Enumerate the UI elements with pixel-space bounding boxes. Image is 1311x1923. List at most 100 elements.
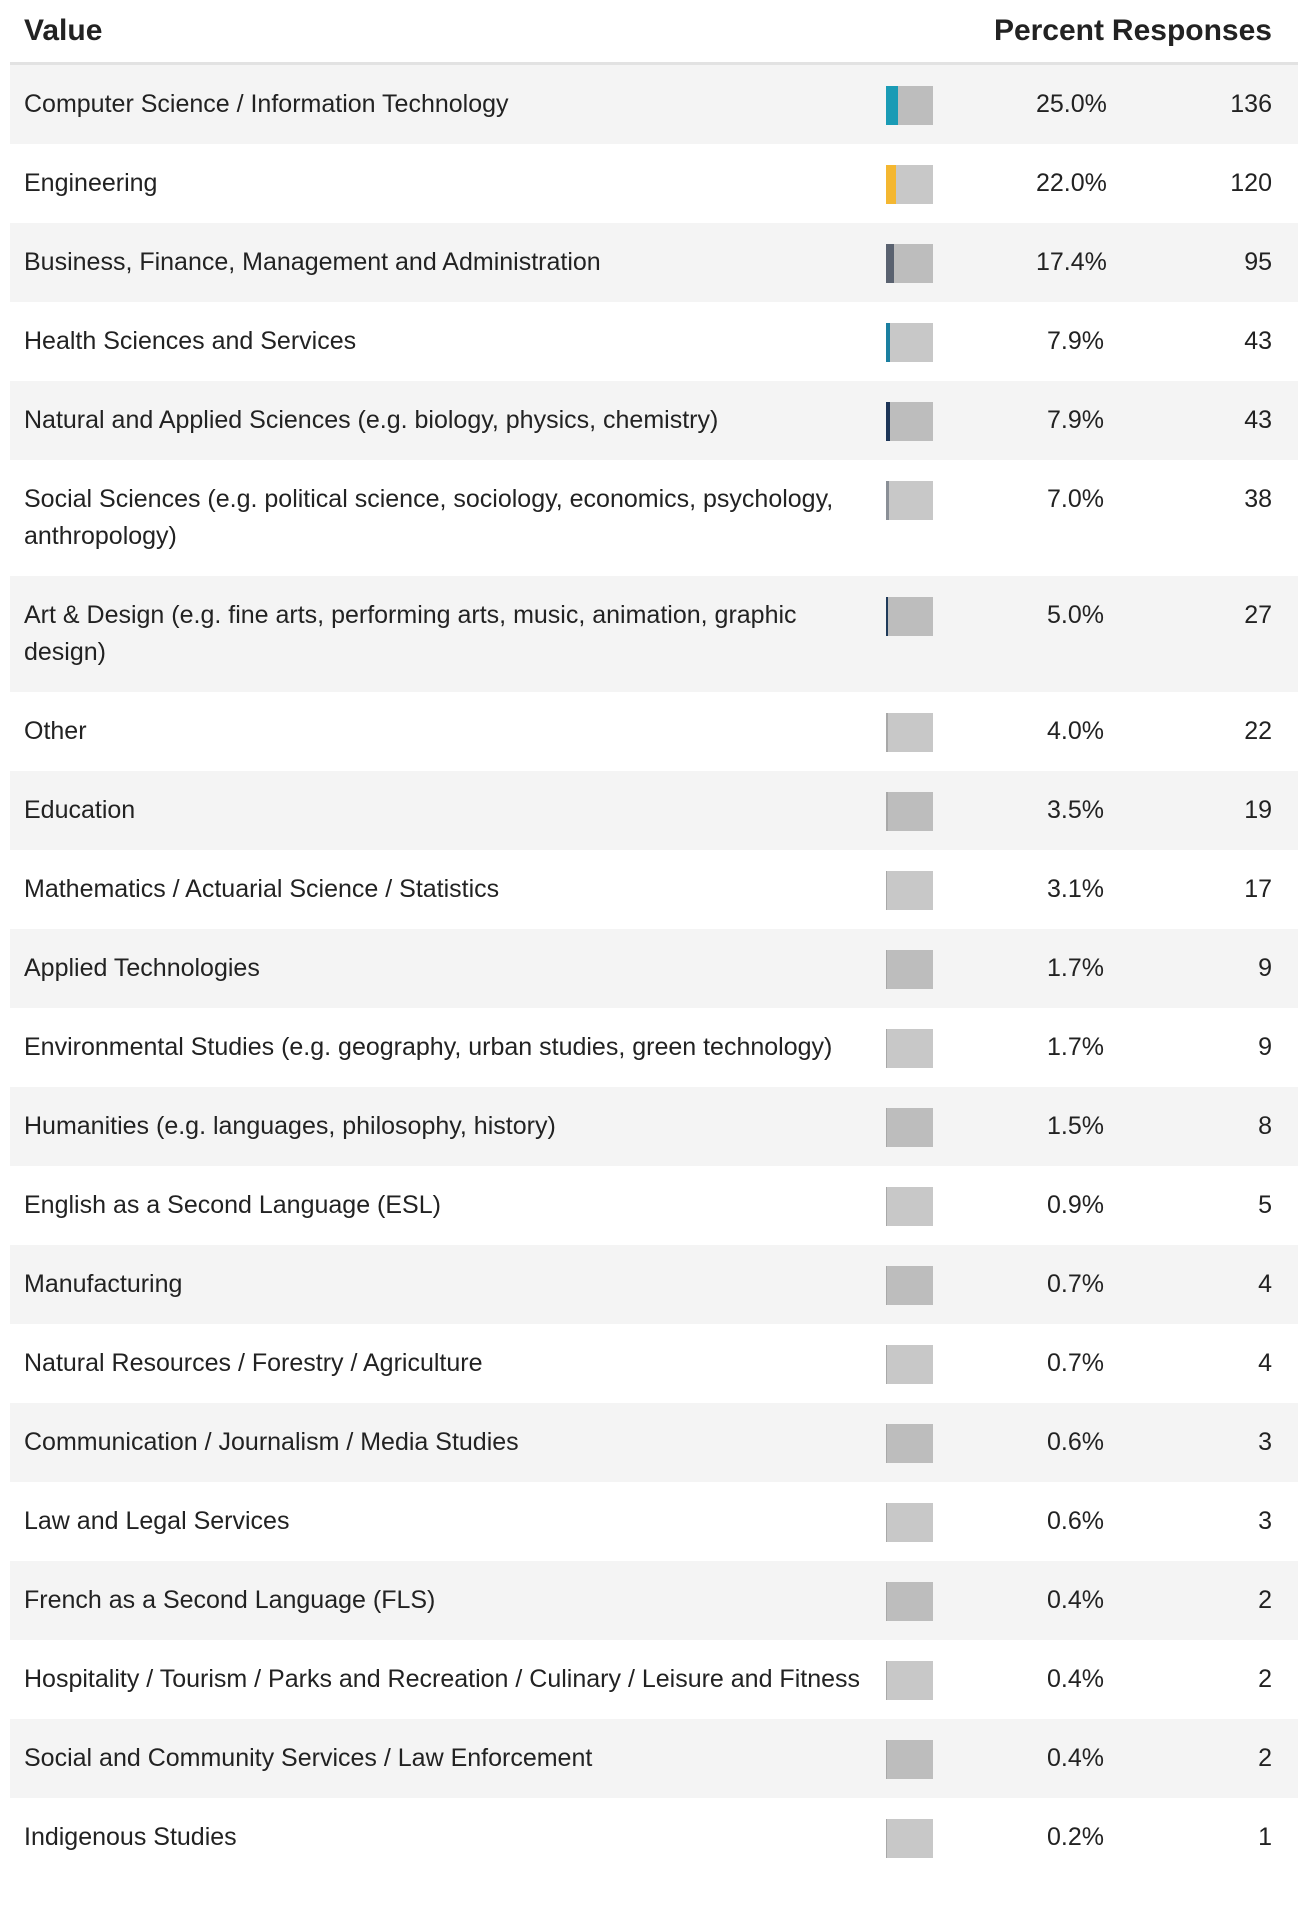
bar-cell [886, 1819, 1036, 1858]
bar-cell [886, 1266, 1036, 1305]
row-label: Other [24, 717, 87, 745]
row-percent: 0.6% [1047, 1428, 1104, 1456]
row-responses: 4 [1258, 1349, 1272, 1377]
table-row: Social and Community Services / Law Enfo… [10, 1719, 1298, 1798]
bar-cell [886, 1661, 1036, 1700]
row-percent: 25.0% [1036, 90, 1107, 118]
bar-track [886, 86, 933, 125]
table-row: Social Sciences (e.g. political science,… [10, 460, 1298, 576]
table-row: Other 4.0% 22 [10, 692, 1298, 771]
row-label: Health Sciences and Services [24, 327, 357, 355]
bar-fill [886, 402, 890, 441]
bar-cell [886, 402, 1036, 441]
bar-fill [886, 792, 888, 831]
bar-cell [886, 597, 1036, 636]
table-row: Hospitality / Tourism / Parks and Recrea… [10, 1640, 1298, 1719]
bar-track [886, 792, 933, 831]
row-responses: 3 [1258, 1507, 1272, 1535]
bar-cell [886, 1503, 1036, 1542]
bar-track [886, 244, 933, 283]
results-table: Value Percent Responses Computer Science… [10, 0, 1298, 1877]
row-percent: 0.4% [1047, 1586, 1104, 1614]
bar-track [886, 1740, 933, 1779]
table-row: Environmental Studies (e.g. geography, u… [10, 1008, 1298, 1087]
header-value: Value [24, 14, 103, 47]
bar-track [886, 713, 933, 752]
row-responses: 43 [1244, 406, 1272, 434]
bar-track [886, 950, 933, 989]
bar-cell [886, 1582, 1036, 1621]
table-row: Applied Technologies 1.7% 9 [10, 929, 1298, 1008]
row-responses: 2 [1258, 1586, 1272, 1614]
row-responses: 4 [1258, 1270, 1272, 1298]
bar-fill [886, 165, 897, 204]
table-header: Value Percent Responses [10, 0, 1298, 65]
row-responses: 1 [1258, 1823, 1272, 1851]
row-responses: 38 [1244, 485, 1272, 513]
table-row: Indigenous Studies 0.2% 1 [10, 1798, 1298, 1877]
row-label: French as a Second Language (FLS) [24, 1586, 436, 1614]
bar-cell [886, 165, 1036, 204]
row-label: Communication / Journalism / Media Studi… [24, 1428, 519, 1456]
table-row: French as a Second Language (FLS) 0.4% 2 [10, 1561, 1298, 1640]
bar-fill [886, 871, 888, 910]
bar-cell [886, 86, 1036, 125]
table-row: Business, Finance, Management and Admini… [10, 223, 1298, 302]
bar-track [886, 1029, 933, 1068]
row-label: Art & Design (e.g. fine arts, performing… [24, 601, 797, 666]
bar-track [886, 402, 933, 441]
row-percent: 3.5% [1047, 796, 1104, 824]
row-responses: 22 [1244, 717, 1272, 745]
bar-track [886, 871, 933, 910]
row-responses: 19 [1244, 796, 1272, 824]
row-label: Education [24, 796, 136, 824]
bar-track [886, 481, 933, 520]
row-percent: 1.5% [1047, 1112, 1104, 1140]
row-responses: 95 [1244, 248, 1272, 276]
row-label: Computer Science / Information Technolog… [24, 90, 509, 118]
table-row: Humanities (e.g. languages, philosophy, … [10, 1087, 1298, 1166]
row-percent: 7.9% [1047, 406, 1104, 434]
bar-track [886, 1582, 933, 1621]
bar-fill [886, 1029, 887, 1068]
bar-track [886, 1503, 933, 1542]
bar-cell [886, 792, 1036, 831]
row-responses: 43 [1244, 327, 1272, 355]
row-label: Environmental Studies (e.g. geography, u… [24, 1033, 833, 1061]
row-responses: 9 [1258, 954, 1272, 982]
bar-track [886, 597, 933, 636]
bar-cell [886, 1187, 1036, 1226]
row-percent: 3.1% [1047, 875, 1104, 903]
bar-cell [886, 1108, 1036, 1147]
row-percent: 1.7% [1047, 1033, 1104, 1061]
bar-cell [886, 1424, 1036, 1463]
header-spacer [886, 13, 1036, 50]
table-row: English as a Second Language (ESL) 0.9% 5 [10, 1166, 1298, 1245]
row-percent: 1.7% [1047, 954, 1104, 982]
bar-cell [886, 1029, 1036, 1068]
row-label: Engineering [24, 169, 158, 197]
table-row: Art & Design (e.g. fine arts, performing… [10, 576, 1298, 692]
bar-track [886, 1108, 933, 1147]
row-percent: 0.9% [1047, 1191, 1104, 1219]
bar-cell [886, 481, 1036, 520]
table-row: Natural Resources / Forestry / Agricultu… [10, 1324, 1298, 1403]
row-label: Business, Finance, Management and Admini… [24, 248, 601, 276]
row-percent: 0.4% [1047, 1744, 1104, 1772]
row-label: Humanities (e.g. languages, philosophy, … [24, 1112, 556, 1140]
bar-cell [886, 1345, 1036, 1384]
row-percent: 4.0% [1047, 717, 1104, 745]
table-row: Education 3.5% 19 [10, 771, 1298, 850]
row-responses: 27 [1244, 601, 1272, 629]
bar-track [886, 323, 933, 362]
row-label: Mathematics / Actuarial Science / Statis… [24, 875, 500, 903]
table-row: Health Sciences and Services 7.9% 43 [10, 302, 1298, 381]
bar-fill [886, 1108, 887, 1147]
bar-fill [886, 244, 895, 283]
row-percent: 0.7% [1047, 1349, 1104, 1377]
table-body: Computer Science / Information Technolog… [10, 65, 1298, 1877]
row-responses: 9 [1258, 1033, 1272, 1061]
bar-fill [886, 86, 898, 125]
